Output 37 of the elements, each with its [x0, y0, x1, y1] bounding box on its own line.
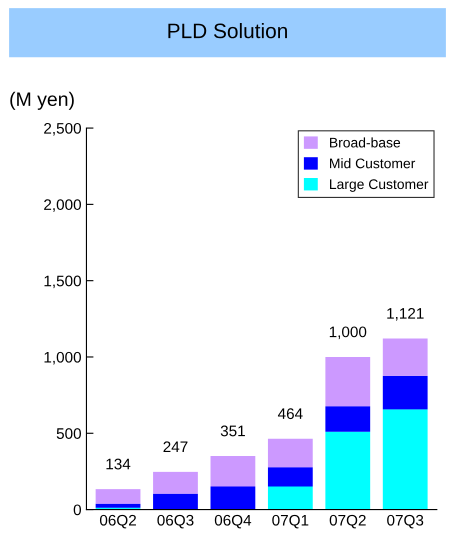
- bar: [268, 486, 313, 510]
- legend-label: Mid Customer: [330, 158, 416, 168]
- y-tick-label: 500: [56, 428, 81, 439]
- y-axis-title: (M yen): [10, 92, 74, 110]
- bar: [382, 409, 428, 510]
- total-label: 247: [164, 441, 188, 452]
- total-label: 134: [106, 458, 130, 470]
- bar: [325, 406, 370, 432]
- bar: [382, 376, 428, 410]
- legend-label: Large Customer: [330, 179, 428, 192]
- bar: [153, 472, 198, 494]
- y-tick-label: 1,000: [44, 352, 81, 364]
- bar: [268, 467, 313, 487]
- total-label: 1,121: [387, 308, 424, 321]
- bar: [96, 489, 140, 504]
- chart-title: PLD Solution: [168, 22, 287, 38]
- x-tick-label: 06Q2: [100, 514, 136, 528]
- bar: [325, 356, 370, 406]
- bar: [153, 494, 198, 510]
- x-tick-label: 07Q3: [387, 514, 424, 528]
- x-tick-label: 07Q2: [330, 514, 366, 528]
- total-label: 351: [220, 426, 245, 436]
- legend-label: Broad-base: [330, 137, 400, 148]
- x-tick-label: 06Q4: [214, 514, 252, 528]
- bar: [382, 338, 428, 376]
- bar: [210, 486, 256, 510]
- y-tick-label: 1,500: [44, 276, 81, 288]
- bar: [325, 432, 370, 510]
- total-label: 1,000: [330, 326, 366, 340]
- y-tick-label: 2,000: [44, 199, 81, 212]
- y-tick-label: 2,500: [44, 122, 81, 136]
- bar: [210, 456, 256, 487]
- x-tick-label: 07Q1: [272, 514, 308, 528]
- y-tick-label: 0: [74, 504, 81, 516]
- total-label: 464: [278, 408, 303, 420]
- x-tick-label: 06Q3: [157, 514, 194, 528]
- bar: [268, 438, 313, 468]
